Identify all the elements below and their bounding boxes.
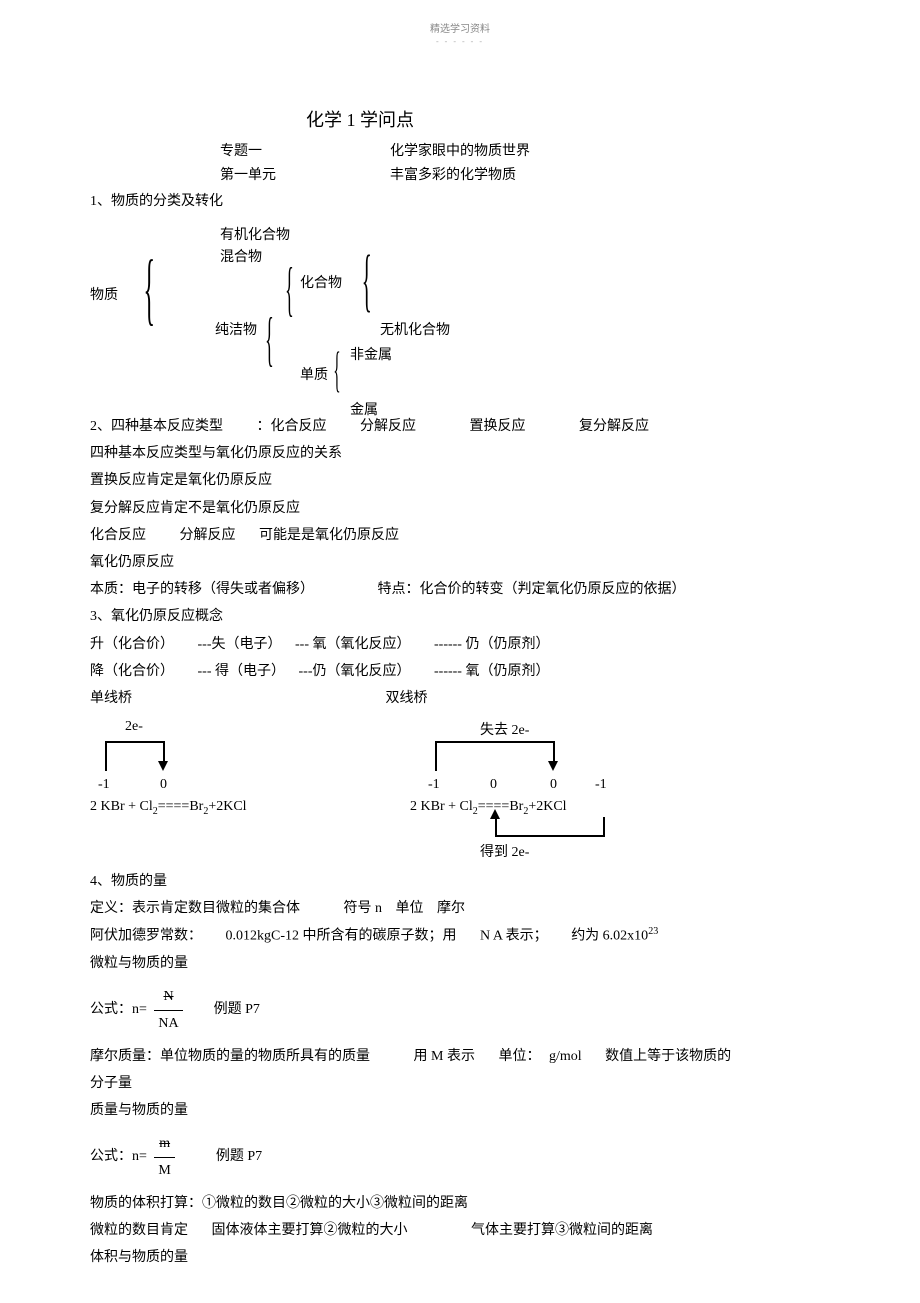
arrow-v-line bbox=[435, 741, 437, 771]
s4-line-7: 物质的体积打算：①微粒的数目②微粒的大小③微粒间的距离 bbox=[90, 1191, 830, 1216]
charge-neg1: -1 bbox=[98, 777, 110, 793]
formula-2: 公式：n= m M 例题 P7 bbox=[90, 1131, 830, 1182]
charge-0: 0 bbox=[550, 777, 557, 793]
equation-2: 2 KBr + Cl2====Br2+2KCl bbox=[410, 799, 567, 817]
formula-1: 公式：n= N NA 例题 P7 bbox=[90, 984, 830, 1035]
label-2e: 2e- bbox=[125, 719, 143, 735]
s2-line-1: 2、四种基本反应类型 ：化合反应 分解反应 置换反应 复分解反应 bbox=[90, 414, 830, 439]
s3-line-1: 升（化合价） ---失（电子） --- 氧（氧化反应） ------ 仍（仍原剂… bbox=[90, 632, 830, 657]
arrow-v-line bbox=[495, 817, 497, 835]
classification-tree: 物质 { 有机化合物 混合物 { 化合物 { 纯洁物 { 无机化合物 非金属 {… bbox=[90, 214, 830, 414]
subtitle-1-left: 专题一 bbox=[220, 140, 390, 160]
s4-line-8: 微粒的数目肯定 固体液体主要打算②微粒的大小 气体主要打算③微粒间的距离 bbox=[90, 1218, 830, 1243]
s3-heading: 3、氧化仍原反应概念 bbox=[90, 604, 830, 629]
arrow-v-line bbox=[603, 817, 605, 837]
subtitle-2-right: 丰富多彩的化学物质 bbox=[390, 164, 516, 184]
arrow-up-icon bbox=[490, 809, 500, 819]
s2-line-6: 氧化仍原反应 bbox=[90, 550, 830, 575]
s2-line-7: 本质：电子的转移（得失或者偏移） 特点：化合价的转变（判定氧化仍原反应的依据） bbox=[90, 577, 830, 602]
arrow-v-line bbox=[163, 741, 165, 761]
tree-compound: 化合物 bbox=[300, 272, 342, 292]
tree-root: 物质 bbox=[90, 284, 118, 304]
charge-neg1: -1 bbox=[595, 777, 607, 793]
header-source: 精选学习资料 bbox=[90, 20, 830, 35]
arrow-down-icon bbox=[548, 761, 558, 771]
label-get: 得到 2e- bbox=[480, 841, 529, 861]
bridge-diagrams: 2e- -1 0 2 KBr + Cl2====Br2+2KCl 失去 2e- … bbox=[90, 719, 830, 849]
charge-neg1: -1 bbox=[428, 777, 440, 793]
tree-metal: 金属 bbox=[350, 399, 378, 419]
s4-line-1: 定义：表示肯定数目微粒的集合体 符号 n 单位 摩尔 bbox=[90, 896, 830, 921]
tree-simple: 单质 bbox=[300, 364, 328, 384]
brace-icon: { bbox=[362, 246, 372, 316]
s4-line-5: 分子量 bbox=[90, 1071, 830, 1096]
tree-organic: 有机化合物 bbox=[220, 224, 290, 244]
equation-1: 2 KBr + Cl2====Br2+2KCl bbox=[90, 799, 247, 817]
arrow-h-line bbox=[495, 835, 605, 837]
s2-line-4: 复分解反应肯定不是氧化仍原反应 bbox=[90, 496, 830, 521]
charge-0: 0 bbox=[490, 777, 497, 793]
brace-icon: { bbox=[265, 309, 274, 369]
header-dashes-1: - - - - - - bbox=[90, 37, 830, 46]
tree-inorganic: 无机化合物 bbox=[380, 319, 450, 339]
charge-0: 0 bbox=[160, 777, 167, 793]
subtitle-2-left: 第一单元 bbox=[220, 164, 390, 184]
page-title: 化学 1 学问点 bbox=[0, 106, 830, 132]
s4-heading: 4、物质的量 bbox=[90, 869, 830, 894]
s4-line-3: 微粒与物质的量 bbox=[90, 951, 830, 976]
s4-line-4: 摩尔质量：单位物质的量的物质所具有的质量 用 M 表示 单位： g/mol 数值… bbox=[90, 1044, 830, 1069]
s3-line-2: 降（化合价） --- 得（电子） ---仍（氧化反应） ------ 氧（仍原剂… bbox=[90, 659, 830, 684]
s2-line-3: 置换反应肯定是氧化仍原反应 bbox=[90, 468, 830, 493]
subtitle-1-right: 化学家眼中的物质世界 bbox=[390, 140, 530, 160]
s2-line-5: 化合反应 分解反应 可能是是氧化仍原反应 bbox=[90, 523, 830, 548]
s4-line-2: 阿伏加德罗常数： 0.012kgC-12 中所含有的碳原子数；用 N A 表示；… bbox=[90, 923, 830, 949]
s4-line-9: 体积与物质的量 bbox=[90, 1245, 830, 1270]
s2-line-2: 四种基本反应类型与氧化仍原反应的关系 bbox=[90, 441, 830, 466]
tree-nonmetal: 非金属 bbox=[350, 344, 392, 364]
tree-pure: 纯洁物 bbox=[215, 319, 257, 339]
tree-mixture: 混合物 bbox=[220, 246, 262, 266]
brace-icon: { bbox=[143, 249, 155, 329]
arrow-v-line bbox=[553, 741, 555, 761]
arrow-down-icon bbox=[158, 761, 168, 771]
section-1-heading: 1、物质的分类及转化 bbox=[90, 190, 830, 210]
s4-line-6: 质量与物质的量 bbox=[90, 1098, 830, 1123]
arrow-v-line bbox=[105, 741, 107, 771]
brace-icon: { bbox=[333, 344, 340, 394]
brace-icon: { bbox=[285, 259, 294, 319]
subtitle-2: 第一单元 丰富多彩的化学物质 bbox=[220, 164, 830, 184]
label-lose: 失去 2e- bbox=[480, 719, 529, 739]
s3-bridge-labels: 单线桥 双线桥 bbox=[90, 686, 830, 711]
arrow-h-line bbox=[105, 741, 165, 743]
subtitle-1: 专题一 化学家眼中的物质世界 bbox=[220, 140, 830, 160]
arrow-h-line bbox=[435, 741, 555, 743]
